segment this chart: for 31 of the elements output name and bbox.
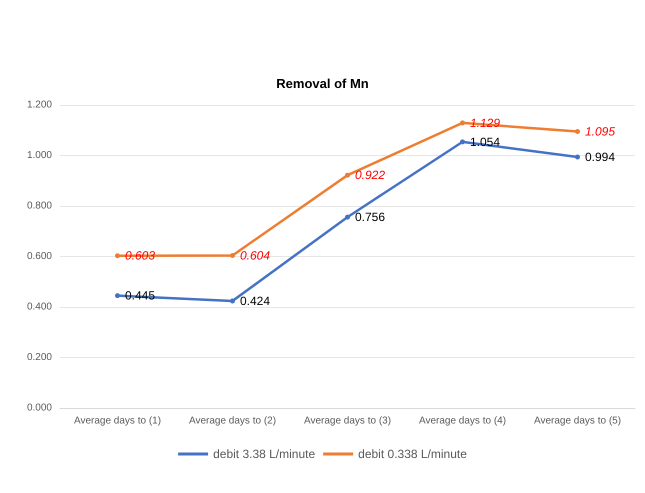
point [345,172,350,178]
y-tick-label: 1.200 [26,100,52,110]
y-tick-label: 1.000 [26,150,52,161]
point [460,120,465,126]
point [345,214,350,220]
point [115,253,120,258]
point [115,293,120,298]
point [230,252,235,258]
y-tick-label: 0.400 [26,302,52,312]
data-label: 0.994 [585,150,616,164]
legend-label: debit 0.338 L/minute [358,447,468,461]
x-tick-label: Average days to (5) [534,416,622,426]
data-label: 0.922 [355,168,386,182]
point [230,298,235,304]
y-tick-label: 0.000 [26,402,52,414]
y-tick-label: 0.800 [26,200,52,212]
legend-label: debit 3.38 L/minute [213,447,316,461]
data-label: 0.604 [240,248,270,262]
x-tick-label: Average days to (4) [418,416,506,426]
y-tick-label: 0.600 [26,251,52,262]
data-label: 0.424 [240,294,270,308]
data-label: 0.756 [355,210,386,224]
chart-title: Removal of Mn [276,76,369,91]
point [575,154,580,160]
x-tick-label: Average days to (2) [188,416,276,426]
y-tick-label: 0.200 [26,352,52,363]
point [460,139,465,144]
data-label: 1.095 [585,124,616,139]
x-tick-label: Average days to (3) [304,416,392,426]
x-tick-label: Average days to (1) [74,416,162,426]
point [575,129,580,134]
